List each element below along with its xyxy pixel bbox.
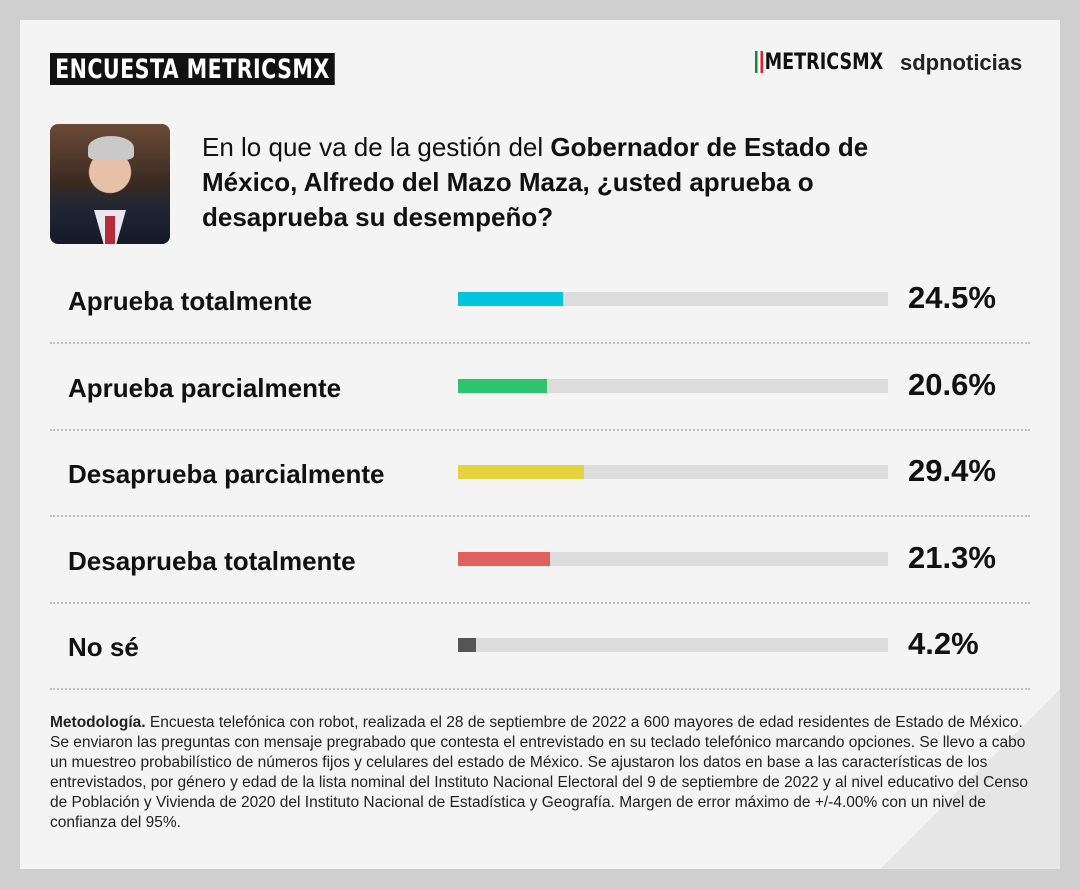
sdpnoticias-logo: sdpnoticias (900, 50, 1023, 75)
bar-row: No sé 4.2% (50, 602, 1030, 690)
bar (458, 638, 477, 652)
governor-photo (50, 124, 170, 244)
metricsmx-logo: METRICSMX (755, 50, 883, 75)
bar-value: 4.2% (908, 626, 979, 661)
bar (458, 465, 585, 479)
bar-label: Aprueba totalmente (68, 286, 313, 316)
bar-value: 20.6% (908, 366, 996, 402)
bar (458, 551, 550, 566)
flag-icon (755, 51, 763, 73)
bar-row: Aprueba parcialmente 20.6% (50, 343, 1030, 431)
survey-card: ENCUESTA METRICSMX METRICSMX sdpnoticias… (20, 20, 1060, 869)
bar-label: Desaprueba parcialmente (68, 459, 385, 489)
bar (458, 292, 564, 306)
question: En lo que va de la gestión del Gobernado… (202, 130, 962, 235)
bar-label: No sé (68, 632, 139, 662)
methodology: Metodología. Encuesta telefónica con rob… (50, 713, 1030, 833)
methodology-text: Encuesta telefónica con robot, realizada… (50, 714, 1028, 831)
bar (458, 378, 547, 393)
bar-label: Aprueba parcialmente (68, 372, 342, 403)
bar-track (458, 638, 888, 652)
bar-value: 21.3% (908, 539, 996, 575)
bar-row: Aprueba totalmente 24.5% (50, 256, 1030, 344)
methodology-title: Metodología. (50, 714, 146, 731)
bar-track (458, 292, 888, 306)
question-text: En lo que va de la gestión del (202, 132, 551, 162)
bar-row: Desaprueba parcialmente 29.4% (50, 429, 1030, 517)
bar-value: 29.4% (908, 453, 996, 488)
bar-track (458, 378, 888, 393)
survey-tag: ENCUESTA METRICSMX (50, 53, 335, 85)
bar-track (458, 551, 888, 566)
bar-row: Desaprueba totalmente 21.3% (50, 516, 1030, 604)
bar-track (458, 465, 888, 479)
metricsmx-logo-text: METRICSMX (764, 50, 884, 75)
bar-label: Desaprueba totalmente (68, 545, 356, 576)
corner-decoration (880, 689, 1060, 869)
bar-value: 24.5% (908, 280, 996, 315)
question-bold: Gobernador de Estado de México, Alfredo … (202, 132, 869, 232)
